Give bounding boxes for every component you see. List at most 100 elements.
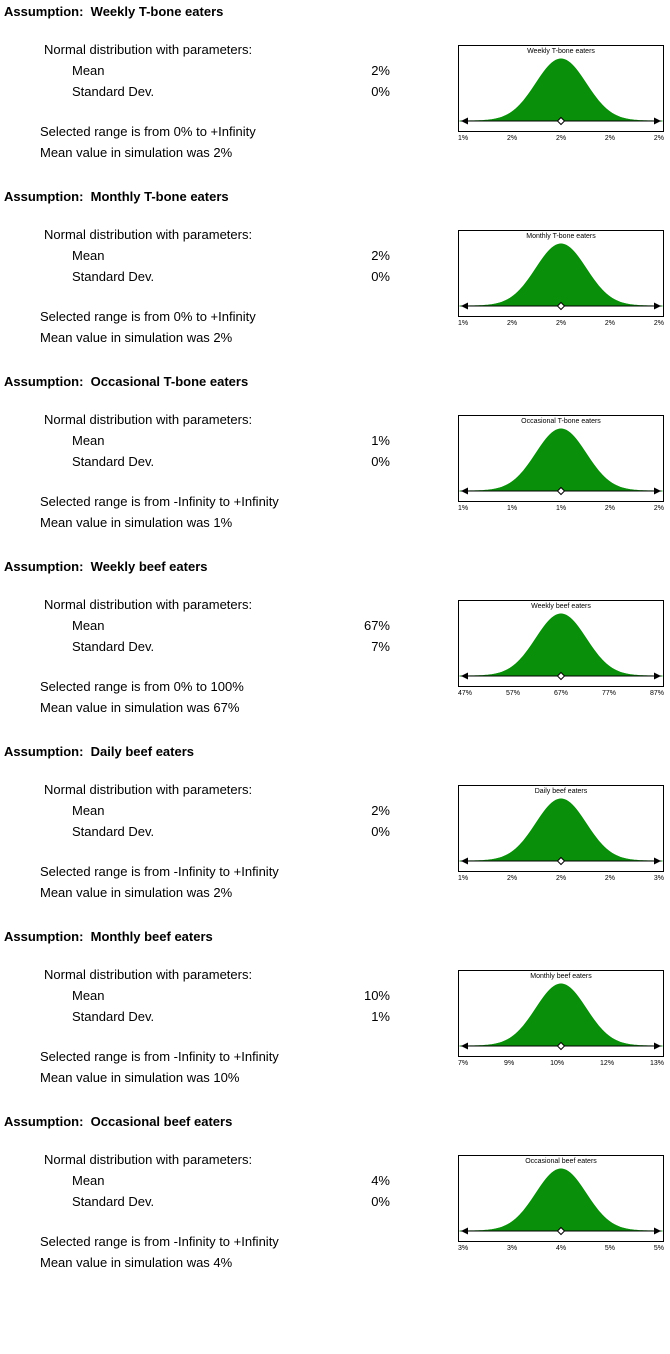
axis-left-arrow-icon	[461, 857, 468, 865]
assumption-section: Assumption: Weekly T-bone eaters Normal …	[4, 4, 664, 163]
axis-right-arrow-icon	[654, 117, 661, 125]
selected-range-text: Selected range is from -Infinity to +Inf…	[40, 864, 279, 879]
assumption-title: Assumption: Weekly beef eaters	[4, 559, 208, 574]
mean-label: Mean	[72, 618, 105, 633]
x-tick-label: 5%	[604, 1245, 616, 1252]
selected-range-text: Selected range is from 0% to 100%	[40, 679, 244, 694]
assumption-text-block: Assumption: Monthly T-bone eaters Normal…	[4, 189, 416, 348]
x-tick-label: 67%	[553, 690, 568, 697]
bell-curve-area	[459, 798, 663, 862]
x-tick-label: 1%	[506, 505, 518, 512]
x-tick-label: 2%	[555, 320, 567, 327]
std-dev-value: 0%	[371, 1194, 390, 1209]
simulation-mean-text: Mean value in simulation was 4%	[40, 1255, 233, 1270]
bell-curve-area	[459, 983, 663, 1047]
mean-value: 2%	[371, 63, 390, 78]
distribution-label: Normal distribution with parameters:	[44, 782, 253, 797]
axis-right-arrow-icon	[654, 1042, 661, 1050]
selected-range-text: Selected range is from 0% to +Infinity	[40, 124, 256, 139]
x-tick-label: 1%	[458, 505, 469, 512]
x-tick-label: 4%	[555, 1245, 567, 1252]
spacer	[4, 1212, 416, 1231]
chart-frame: Daily beef eaters	[458, 785, 664, 872]
std-dev-value: 1%	[371, 1009, 390, 1024]
mean-row: Mean 2%	[72, 60, 390, 81]
mean-label: Mean	[72, 1173, 105, 1188]
x-tick-label: 57%	[505, 690, 520, 697]
mean-diamond-marker-icon	[556, 116, 566, 126]
x-tick-label: 2%	[653, 320, 664, 327]
assumption-section: Assumption: Monthly beef eaters Normal d…	[4, 929, 664, 1088]
x-axis-labels: 1% 2% 2% 2% 2%	[458, 319, 664, 328]
x-tick-label: 1%	[458, 135, 469, 142]
chart-frame: Weekly beef eaters	[458, 600, 664, 687]
std-dev-row: Standard Dev. 0%	[72, 81, 390, 102]
std-dev-label: Standard Dev.	[72, 269, 155, 284]
std-dev-label: Standard Dev.	[72, 454, 155, 469]
simulation-mean-text: Mean value in simulation was 10%	[40, 1070, 240, 1085]
axis-right-arrow-icon	[654, 672, 661, 680]
assumption-report-page: Assumption: Weekly T-bone eaters Normal …	[4, 4, 664, 1273]
mean-diamond-marker-icon	[556, 301, 566, 311]
x-tick-label: 2%	[604, 135, 616, 142]
x-tick-label: 2%	[653, 505, 664, 512]
bell-curve-area	[459, 1168, 663, 1232]
mean-label: Mean	[72, 248, 105, 263]
x-tick-label: 13%	[649, 1060, 664, 1067]
assumption-section: Assumption: Occasional beef eaters Norma…	[4, 1114, 664, 1273]
simulation-mean-text: Mean value in simulation was 2%	[40, 330, 233, 345]
chart-frame: Occasional T-bone eaters	[458, 415, 664, 502]
assumption-text-block: Assumption: Weekly beef eaters Normal di…	[4, 559, 416, 718]
x-tick-label: 2%	[604, 875, 616, 882]
assumption-text-block: Assumption: Occasional beef eaters Norma…	[4, 1114, 416, 1273]
simulation-mean-text: Mean value in simulation was 67%	[40, 700, 240, 715]
assumption-title: Assumption: Daily beef eaters	[4, 744, 194, 759]
selected-range-text: Selected range is from -Infinity to +Inf…	[40, 1049, 279, 1064]
assumption-text-block: Assumption: Monthly beef eaters Normal d…	[4, 929, 416, 1088]
x-tick-label: 3%	[506, 1245, 518, 1252]
x-tick-label: 2%	[506, 135, 518, 142]
axis-left-arrow-icon	[461, 1042, 468, 1050]
std-dev-label: Standard Dev.	[72, 84, 155, 99]
spacer	[4, 842, 416, 861]
mean-label: Mean	[72, 803, 105, 818]
chart-frame: Weekly T-bone eaters	[458, 45, 664, 132]
x-tick-label: 2%	[653, 135, 664, 142]
x-tick-label: 2%	[604, 505, 616, 512]
x-tick-label: 87%	[649, 690, 664, 697]
x-tick-label: 47%	[458, 690, 473, 697]
std-dev-row: Standard Dev. 7%	[72, 636, 390, 657]
mean-value: 2%	[371, 803, 390, 818]
std-dev-value: 0%	[371, 84, 390, 99]
mean-diamond-marker-icon	[556, 1226, 566, 1236]
axis-right-arrow-icon	[654, 857, 661, 865]
assumption-section: Assumption: Monthly T-bone eaters Normal…	[4, 189, 664, 348]
sections-container: Assumption: Weekly T-bone eaters Normal …	[4, 4, 664, 1273]
distribution-chart: Daily beef eaters 1% 2% 2% 2% 3%	[458, 785, 664, 883]
mean-row: Mean 2%	[72, 800, 390, 821]
mean-label: Mean	[72, 63, 105, 78]
distribution-label: Normal distribution with parameters:	[44, 1152, 253, 1167]
distribution-chart: Occasional beef eaters 3% 3% 4% 5% 5%	[458, 1155, 664, 1253]
chart-title: Daily beef eaters	[534, 788, 588, 795]
assumption-title: Assumption: Monthly T-bone eaters	[4, 189, 229, 204]
assumption-section: Assumption: Occasional T-bone eaters Nor…	[4, 374, 664, 533]
distribution-label: Normal distribution with parameters:	[44, 597, 253, 612]
std-dev-value: 0%	[371, 454, 390, 469]
x-axis-labels: 7% 9% 10% 12% 13%	[458, 1059, 664, 1068]
distribution-label: Normal distribution with parameters:	[44, 412, 253, 427]
x-tick-label: 7%	[458, 1060, 469, 1067]
distribution-chart: Occasional T-bone eaters 1% 1% 1% 2% 2%	[458, 415, 664, 513]
mean-label: Mean	[72, 433, 105, 448]
bell-curve-plot	[459, 798, 663, 866]
distribution-chart: Monthly T-bone eaters 1% 2% 2% 2% 2%	[458, 230, 664, 328]
std-dev-label: Standard Dev.	[72, 824, 155, 839]
bell-curve-area	[459, 243, 663, 307]
mean-row: Mean 2%	[72, 245, 390, 266]
x-axis-labels: 1% 2% 2% 2% 3%	[458, 874, 664, 883]
axis-left-arrow-icon	[461, 487, 468, 495]
spacer	[4, 287, 416, 306]
x-axis-labels: 3% 3% 4% 5% 5%	[458, 1244, 664, 1253]
mean-value: 10%	[363, 988, 390, 1003]
x-tick-label: 2%	[604, 320, 616, 327]
